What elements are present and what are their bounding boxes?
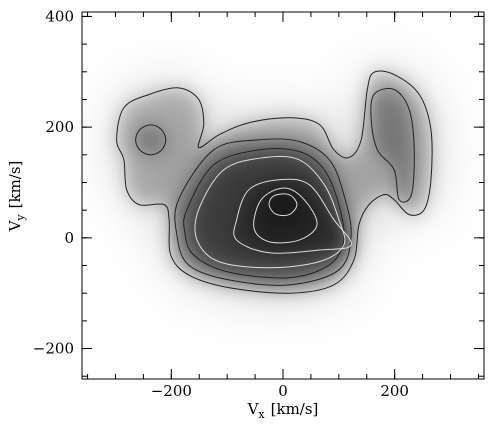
y-tick-label: 0 (64, 229, 74, 247)
y-tick-label: 200 (45, 118, 74, 136)
density-fill (370, 88, 415, 203)
y-tick-label: −200 (33, 340, 74, 358)
contour-line (135, 124, 167, 156)
contour-line (194, 155, 346, 269)
x-tick-label: 0 (278, 382, 288, 400)
axes: −200 0 200 −200 0 200 400 (33, 7, 484, 400)
y-label-main: V (6, 219, 24, 232)
contour-line (116, 70, 433, 294)
x-label-unit: [km/s] (271, 400, 319, 418)
density-fill (269, 193, 297, 216)
contours (116, 70, 433, 294)
y-axis-label: Vy [km/s] (6, 161, 27, 233)
x-label-main: V (247, 400, 260, 418)
x-tick-label: 200 (380, 382, 409, 400)
x-tick-label: −200 (151, 382, 192, 400)
density-shading (116, 70, 433, 294)
density-fill (135, 124, 166, 155)
x-label-sub: x (258, 408, 265, 421)
contour-line (253, 187, 318, 244)
contour-line (174, 138, 352, 286)
contour-line (268, 193, 298, 217)
x-axis-label: Vx [km/s] (247, 400, 319, 421)
y-label-unit: [km/s] (6, 161, 24, 209)
y-tick-label: 400 (45, 7, 74, 25)
contour-line (233, 178, 352, 254)
contour-line (370, 88, 415, 203)
y-label-sub: y (14, 214, 27, 222)
contour-line (183, 148, 345, 279)
